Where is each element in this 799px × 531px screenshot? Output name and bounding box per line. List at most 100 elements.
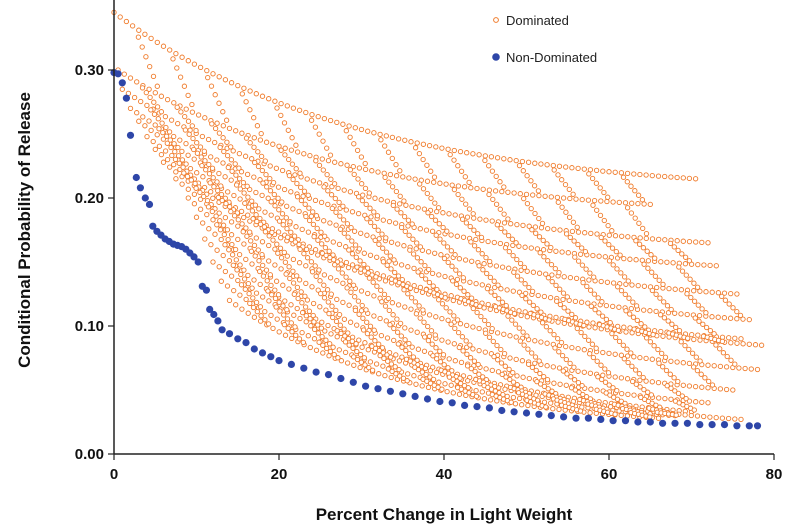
- dominated-point: [224, 283, 231, 289]
- dominated-point: [270, 237, 276, 243]
- non-dominated-point: [312, 368, 320, 376]
- dominated-point: [447, 151, 453, 158]
- non-dominated-point: [659, 419, 667, 427]
- dominated-point: [656, 395, 662, 401]
- non-dominated-point: [145, 200, 154, 208]
- dominated-point: [306, 308, 313, 314]
- dominated-point: [354, 322, 360, 328]
- dominated-point: [259, 192, 265, 199]
- dominated-point: [222, 242, 228, 248]
- dominated-point: [643, 355, 649, 362]
- dominated-point: [732, 335, 738, 341]
- dominated-point: [164, 96, 171, 103]
- dominated-point: [432, 250, 438, 256]
- dominated-point: [264, 278, 270, 284]
- dominated-point: [322, 233, 328, 239]
- dominated-point: [541, 293, 548, 300]
- dominated-point: [542, 193, 548, 199]
- dominated-point: [235, 217, 241, 223]
- dominated-point: [413, 287, 419, 294]
- dominated-point: [545, 225, 551, 232]
- dominated-point: [276, 207, 282, 213]
- dominated-point: [156, 126, 162, 132]
- dominated-point: [591, 291, 598, 297]
- dominated-point: [183, 106, 189, 112]
- dominated-point: [455, 329, 462, 336]
- dominated-point: [382, 143, 388, 149]
- dominated-point: [650, 331, 656, 338]
- dominated-point: [633, 303, 640, 309]
- dominated-point: [344, 285, 350, 291]
- dominated-point: [584, 319, 590, 325]
- dominated-point: [231, 213, 238, 219]
- dominated-point: [475, 361, 481, 368]
- dominated-point: [453, 267, 459, 273]
- dominated-point: [499, 188, 505, 195]
- dominated-point: [518, 267, 524, 273]
- dominated-point: [510, 379, 517, 385]
- dominated-point: [376, 371, 382, 377]
- dominated-point: [158, 109, 165, 115]
- dominated-point: [565, 308, 571, 314]
- dominated-point: [438, 252, 444, 258]
- dominated-point: [529, 288, 536, 295]
- dominated-point: [227, 204, 233, 210]
- dominated-point: [556, 365, 563, 371]
- dominated-point: [249, 198, 255, 204]
- dominated-point: [495, 369, 502, 375]
- dominated-point: [421, 348, 428, 354]
- non-dominated-point: [745, 422, 753, 430]
- dominated-point: [637, 235, 643, 241]
- dominated-point: [395, 136, 402, 142]
- dominated-point: [548, 261, 555, 268]
- dominated-point: [451, 157, 457, 163]
- dominated-point: [290, 176, 296, 183]
- dominated-point: [224, 152, 231, 159]
- dominated-point: [278, 100, 284, 107]
- dominated-point: [594, 207, 600, 213]
- dominated-point: [497, 240, 504, 247]
- dominated-point: [247, 140, 253, 146]
- dominated-point: [307, 316, 313, 322]
- dominated-point: [259, 251, 265, 258]
- dominated-point: [317, 278, 323, 284]
- dominated-point: [380, 273, 387, 279]
- dominated-point: [209, 121, 215, 127]
- dominated-point: [266, 96, 272, 102]
- dominated-point: [732, 361, 738, 367]
- dominated-point: [661, 315, 668, 321]
- dominated-point: [235, 82, 241, 89]
- dominated-point: [262, 308, 268, 315]
- dominated-point: [202, 236, 208, 242]
- dominated-point: [691, 288, 697, 294]
- dominated-point: [366, 275, 373, 281]
- dominated-point: [393, 188, 400, 195]
- dominated-point: [123, 18, 130, 25]
- dominated-point: [616, 338, 623, 345]
- dominated-point: [481, 261, 487, 267]
- dominated-point: [594, 387, 600, 393]
- dominated-point: [628, 350, 634, 356]
- dominated-point: [424, 178, 431, 184]
- non-dominated-point: [362, 382, 370, 390]
- dominated-point: [415, 205, 421, 211]
- dominated-point: [344, 221, 351, 227]
- dominated-point: [612, 233, 619, 239]
- non-dominated-point: [349, 378, 357, 386]
- dominated-point: [544, 376, 551, 383]
- dominated-point: [131, 94, 138, 101]
- dominated-point: [633, 238, 639, 244]
- dominated-point: [416, 303, 422, 309]
- dominated-point: [599, 376, 605, 383]
- dominated-point: [372, 345, 379, 352]
- dominated-point: [410, 236, 416, 242]
- dominated-point: [679, 268, 686, 274]
- non-dominated-point: [250, 345, 258, 353]
- dominated-point: [244, 183, 250, 189]
- dominated-point: [419, 272, 425, 279]
- dominated-point: [459, 334, 466, 340]
- dominated-point: [640, 374, 646, 381]
- dominated-point: [299, 300, 305, 306]
- dominated-point: [489, 168, 496, 174]
- dominated-point: [645, 265, 651, 271]
